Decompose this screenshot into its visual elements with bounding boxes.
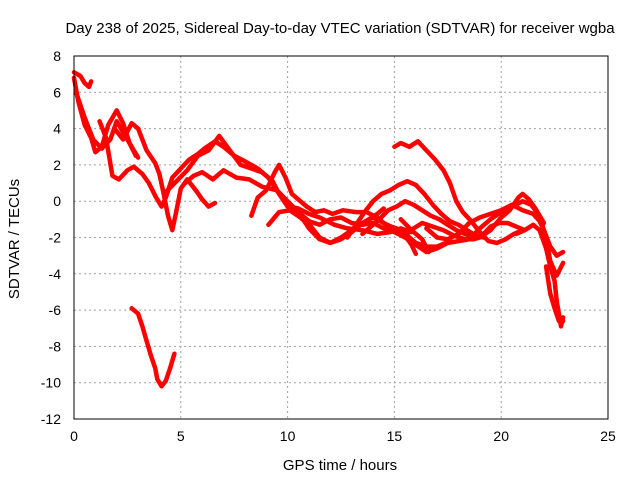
x-tick-label: 25 <box>600 428 616 444</box>
y-tick-label: 8 <box>53 48 61 64</box>
y-tick-label: -8 <box>49 338 62 354</box>
series-line-s1 <box>71 70 94 90</box>
y-tick-label: 4 <box>53 121 61 137</box>
x-tick-label: 0 <box>70 428 78 444</box>
x-axis-label: GPS time / hours <box>283 457 397 474</box>
series-line-s10 <box>345 178 487 240</box>
series-line-s5 <box>112 120 218 233</box>
plot-frame <box>73 55 609 420</box>
y-tick-label: -10 <box>41 375 61 391</box>
x-tick-label: 20 <box>493 428 509 444</box>
series-line-s13 <box>402 191 547 242</box>
y-axis-label: SDTVAR / TECUs <box>6 179 23 299</box>
y-tick-label: -12 <box>41 411 61 427</box>
series-line-s9 <box>266 208 448 249</box>
chart-title: Day 238 of 2025, Sidereal Day-to-day VTE… <box>65 20 615 37</box>
y-tick-label: 0 <box>53 193 61 209</box>
series-line-s4 <box>97 119 566 278</box>
y-tick-label: 6 <box>53 84 61 100</box>
series-line-s17 <box>543 264 566 324</box>
x-tick-label: 5 <box>177 428 185 444</box>
y-tick-label: -4 <box>49 266 62 282</box>
series-line-s14 <box>398 217 431 255</box>
x-tick-label: 15 <box>387 428 403 444</box>
y-tick-label: -2 <box>49 230 62 246</box>
y-tick-label: 2 <box>53 157 61 173</box>
series-line-s18 <box>129 306 177 389</box>
series-group <box>71 70 566 389</box>
series-line-s15 <box>424 202 566 258</box>
x-tick-label: 10 <box>280 428 296 444</box>
series-line-s12 <box>392 139 525 246</box>
series-line-s3 <box>73 90 141 160</box>
y-tick-label: -6 <box>49 302 62 318</box>
tick-labels: 0 5 10 15 20 25 -12 -10 -8 -6 -4 -2 0 2 4 6 8 <box>41 48 616 444</box>
